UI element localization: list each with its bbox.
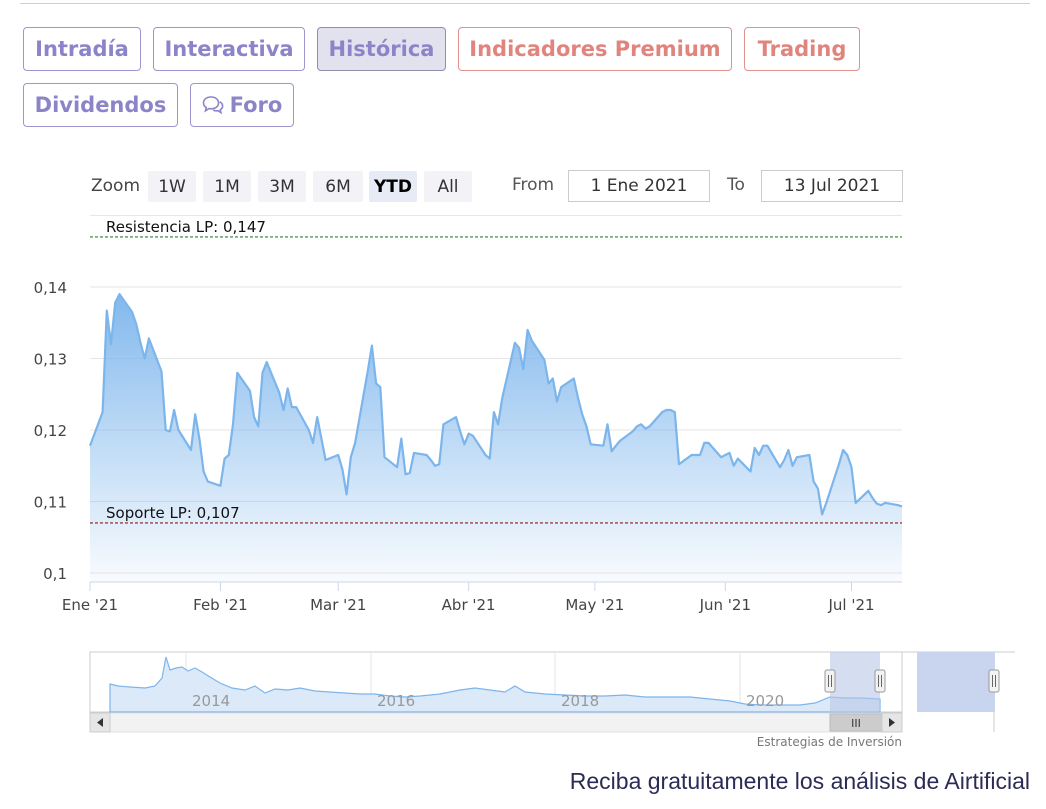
tab-label: Dividendos [34, 93, 167, 117]
support-label: Soporte LP: 0,107 [106, 504, 240, 522]
price-line [88, 293, 903, 516]
zoom-label: Zoom [91, 176, 141, 196]
navigator[interactable]: 2014 2016 2018 2020 [89, 651, 1015, 732]
zoom-3m-button[interactable]: 3M [258, 171, 306, 202]
from-date-input[interactable]: 1 Ene 2021 [568, 170, 710, 202]
tab-dividendos[interactable]: Dividendos [23, 83, 178, 127]
tab-label: Intradía [35, 37, 129, 61]
tab-label: Foro [229, 93, 283, 117]
tab-foro[interactable]: Foro [190, 83, 294, 127]
scroll-left-arrow-icon [97, 718, 103, 727]
x-tick-label: May '21 [565, 596, 624, 614]
zoom-1w-button[interactable]: 1W [148, 171, 196, 202]
top-divider [20, 3, 1030, 4]
x-tick-label: Ene '21 [62, 596, 118, 614]
tab-label: Interactiva [164, 37, 294, 61]
y-axis-labels: 0,1 0,11 0,12 0,13 0,14 [34, 279, 67, 583]
navigator-year-label: 2018 [561, 692, 599, 710]
navigator-selection[interactable] [830, 652, 880, 712]
y-tick-label: 0,13 [34, 351, 67, 369]
zoom-1m-button[interactable]: 1M [203, 171, 251, 202]
x-tick-label: Abr '21 [442, 596, 496, 614]
scrollbar[interactable]: III [89, 712, 903, 733]
navigator-year-label: 2020 [746, 692, 784, 710]
chart-credits[interactable]: Estrategias de Inversión [756, 735, 902, 749]
navigator-ghost-selection [917, 652, 995, 712]
navigator-handle-left[interactable] [824, 669, 836, 693]
navigator-year-label: 2016 [377, 692, 415, 710]
x-tick-label: Jun '21 [699, 596, 751, 614]
navigator-ghost-handle [988, 669, 1000, 693]
x-tick-label: Mar '21 [310, 596, 366, 614]
plot-lines: Resistencia LP: 0,147 Soporte LP: 0,107 [90, 218, 902, 524]
scrollbar-track[interactable] [89, 712, 903, 733]
tab-intradia[interactable]: Intradía [23, 27, 141, 71]
footer-cta[interactable]: Reciba gratuitamente los análisis de Air… [569, 768, 1030, 794]
navigator-handle-right[interactable] [874, 669, 886, 693]
tab-historica[interactable]: Histórica [317, 27, 446, 71]
zoom-6m-button[interactable]: 6M [313, 171, 363, 202]
x-axis-labels: Ene '21 Feb '21 Mar '21 Abr '21 May '21 Jun '… [62, 582, 875, 614]
from-label: From [512, 175, 555, 195]
to-label: To [727, 175, 745, 195]
y-tick-label: 0,14 [34, 279, 67, 297]
scrollbar-grip: III [851, 717, 861, 730]
zoom-ytd-button[interactable]: YTD [369, 171, 417, 202]
tab-label: Indicadores Premium [469, 37, 721, 61]
y-tick-label: 0,12 [34, 422, 67, 440]
y-tick-label: 0,1 [43, 565, 67, 583]
navigator-year-label: 2014 [192, 692, 230, 710]
tab-trading[interactable]: Trading [744, 27, 860, 71]
x-tick-label: Feb '21 [193, 596, 248, 614]
zoom-all-button[interactable]: All [424, 171, 472, 202]
chat-bubbles-icon [202, 96, 224, 115]
tab-label: Histórica [328, 37, 435, 61]
tab-interactiva[interactable]: Interactiva [153, 27, 305, 71]
tab-indicadores-premium[interactable]: Indicadores Premium [458, 27, 732, 71]
scroll-right-arrow-icon [889, 718, 895, 727]
y-tick-label: 0,11 [34, 494, 67, 512]
navigator-year-labels: 2014 2016 2018 2020 [192, 692, 784, 710]
resistance-label: Resistencia LP: 0,147 [106, 218, 266, 236]
price-area [90, 294, 902, 582]
x-tick-label: Jul '21 [827, 596, 874, 614]
to-date-input[interactable]: 13 Jul 2021 [761, 170, 903, 202]
navigator-area [109, 656, 881, 713]
tab-label: Trading [757, 37, 847, 61]
